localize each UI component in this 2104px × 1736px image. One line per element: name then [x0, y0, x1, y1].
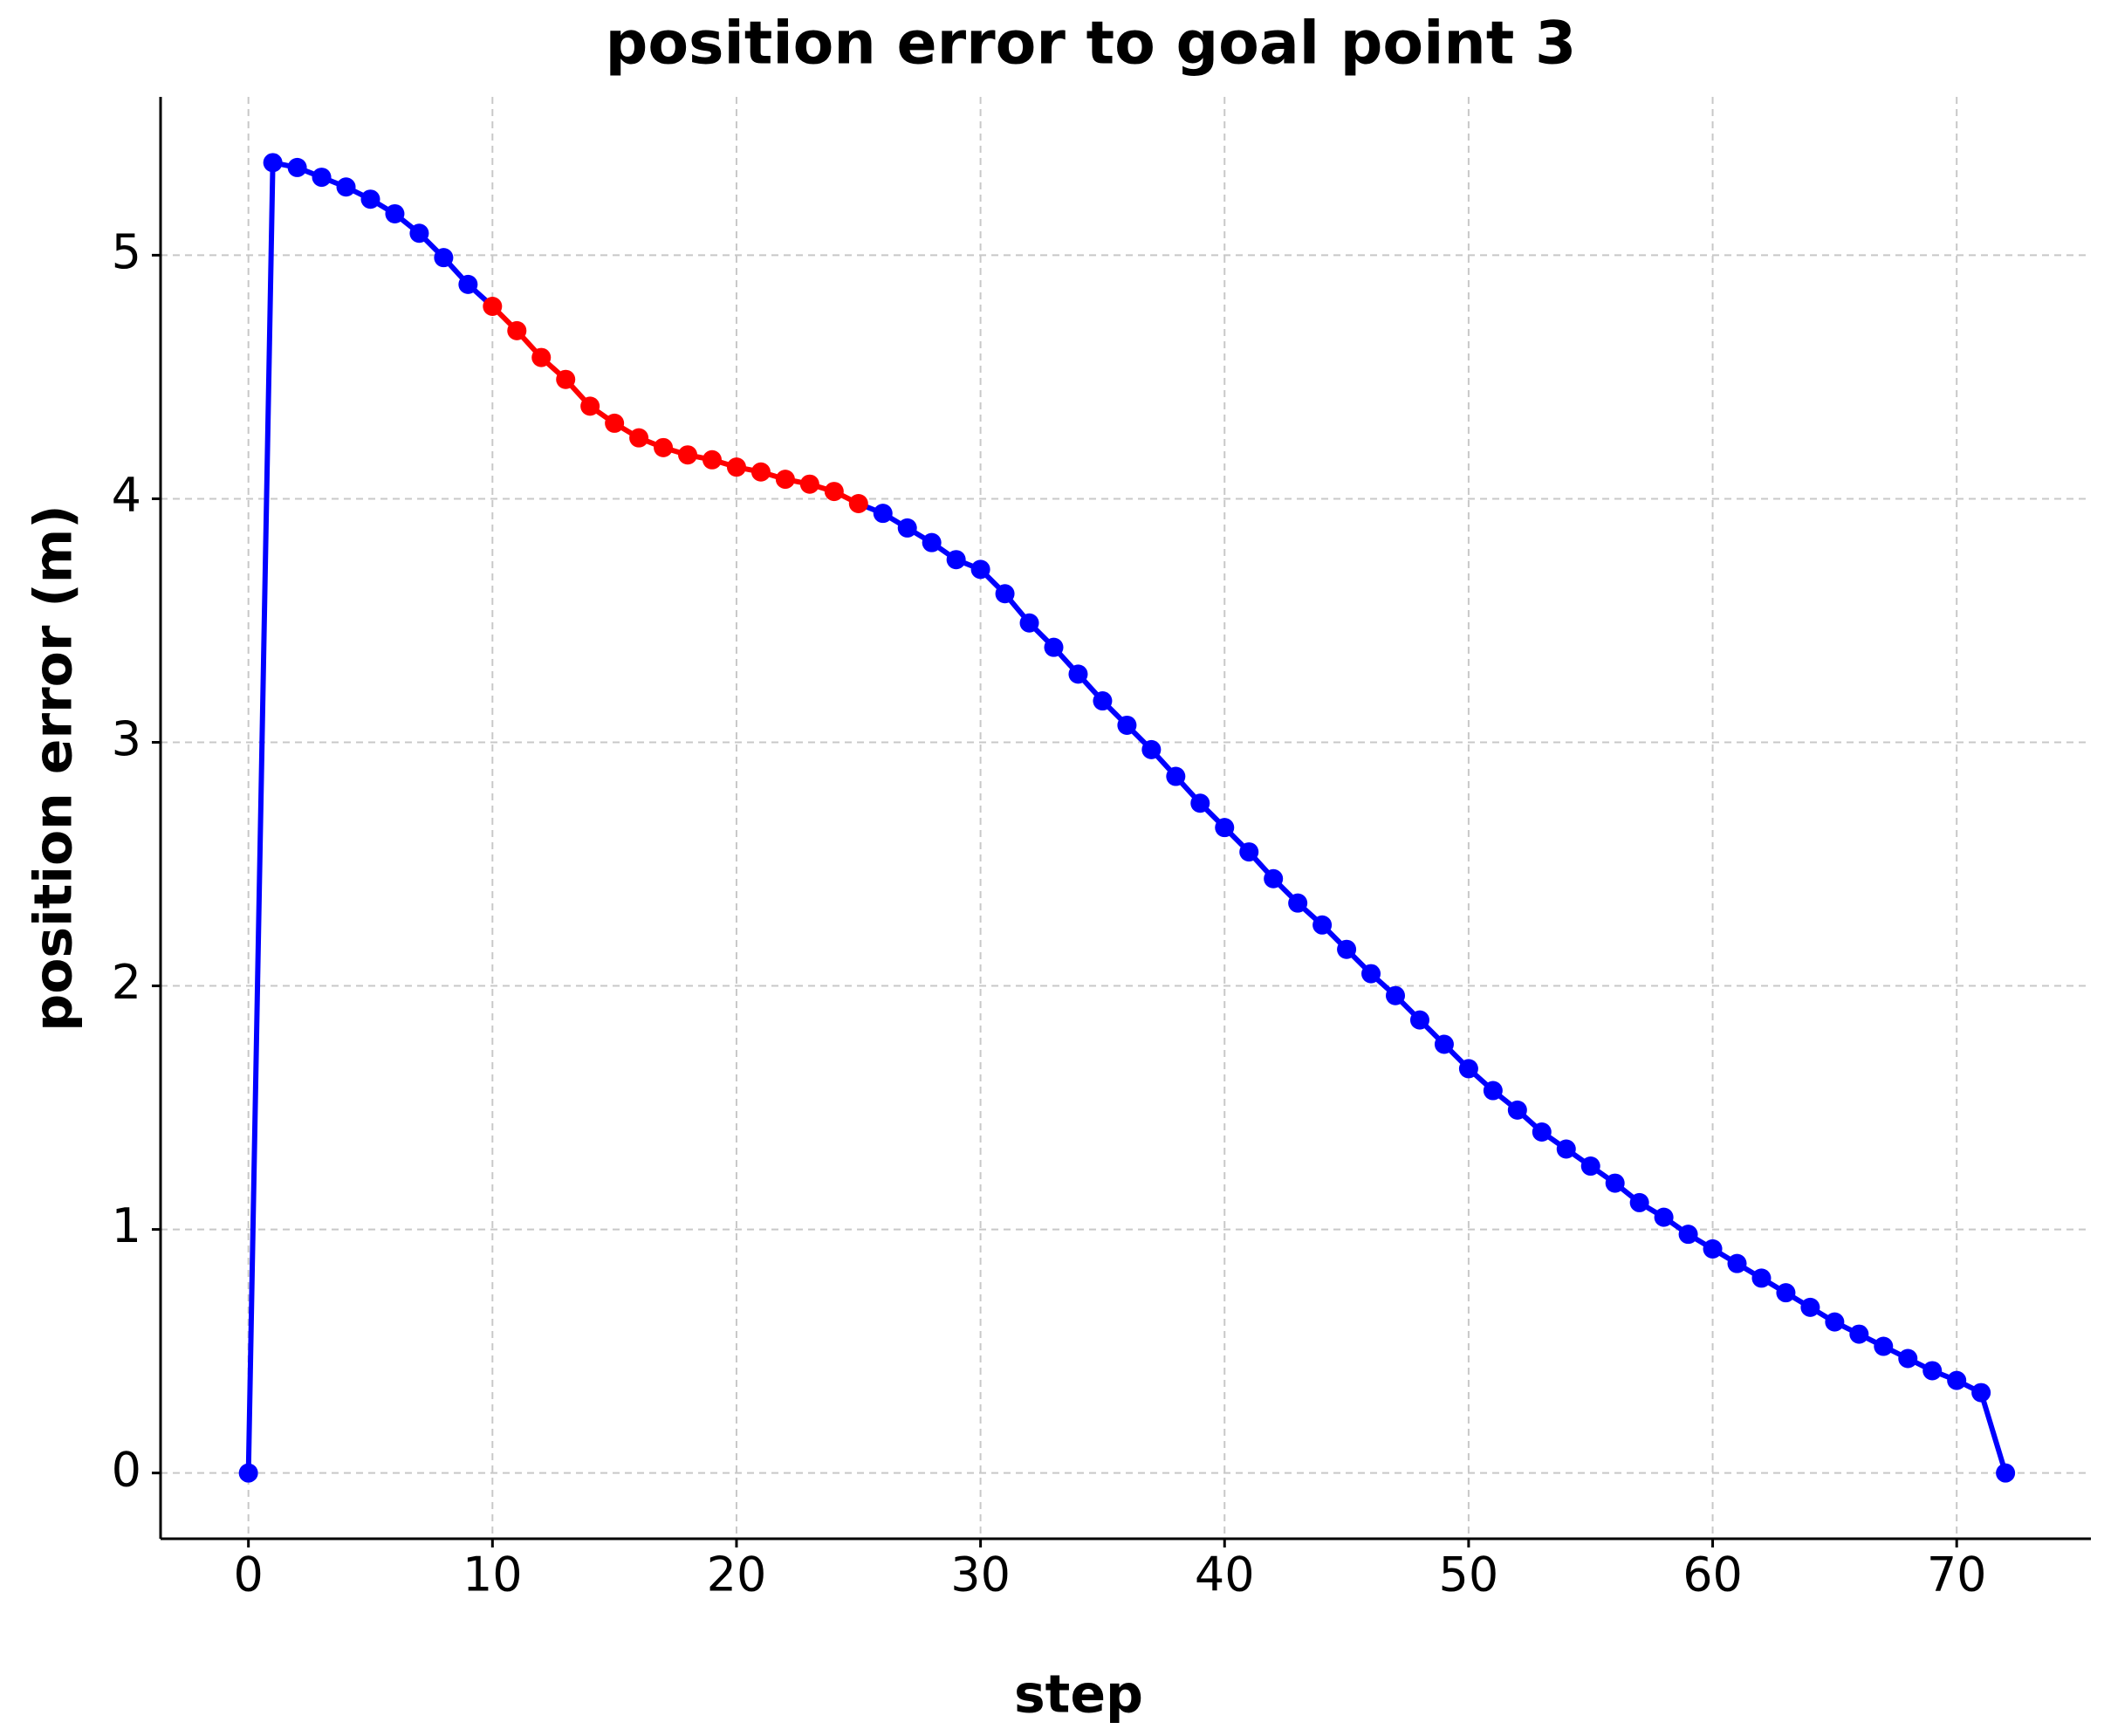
point	[1141, 739, 1162, 759]
point	[605, 413, 625, 433]
point	[1386, 985, 1406, 1005]
point	[1629, 1192, 1649, 1212]
point	[385, 203, 405, 223]
point	[799, 474, 819, 494]
point	[483, 296, 503, 316]
point	[654, 437, 674, 457]
point	[1947, 1370, 1967, 1390]
point	[1190, 793, 1210, 813]
point	[336, 177, 356, 197]
point	[1532, 1122, 1552, 1142]
point	[1068, 664, 1088, 684]
point	[1337, 939, 1357, 959]
point	[1117, 715, 1137, 735]
point	[1044, 637, 1064, 657]
point	[312, 168, 332, 188]
point	[629, 428, 649, 448]
x-tick-label: 0	[233, 1547, 263, 1602]
point	[1312, 915, 1333, 935]
series-line	[490, 304, 860, 506]
point	[995, 584, 1015, 604]
point	[1678, 1225, 1698, 1245]
point	[238, 1463, 258, 1483]
point	[1751, 1268, 1772, 1288]
point	[1409, 1010, 1429, 1030]
x-axis-label: step	[1014, 1664, 1143, 1726]
point	[1580, 1156, 1600, 1177]
point	[458, 274, 478, 294]
x-tick-label: 20	[707, 1547, 767, 1602]
point	[1800, 1297, 1820, 1317]
chart-title: position error to goal point 3	[606, 10, 1577, 79]
point	[1605, 1173, 1625, 1193]
series-line	[245, 160, 2008, 1474]
point	[263, 153, 283, 173]
y-tick-label: 5	[112, 224, 141, 279]
point	[1434, 1034, 1454, 1054]
point	[556, 369, 576, 389]
point	[1922, 1361, 1943, 1381]
point	[970, 559, 990, 580]
point	[702, 449, 722, 470]
point	[873, 504, 893, 524]
point	[1898, 1348, 1918, 1369]
point	[1776, 1283, 1796, 1303]
point	[580, 396, 600, 416]
point	[507, 320, 527, 340]
point	[1825, 1312, 1845, 1332]
point	[1093, 691, 1113, 711]
y-tick-label: 4	[112, 468, 141, 523]
point	[1166, 766, 1186, 786]
point	[946, 550, 966, 570]
point	[726, 457, 746, 477]
point	[1996, 1463, 2016, 1483]
point	[409, 223, 429, 244]
point	[1019, 613, 1039, 633]
x-tick-label: 50	[1439, 1547, 1499, 1602]
point	[1556, 1139, 1576, 1159]
point	[678, 445, 698, 465]
point	[1483, 1081, 1503, 1101]
point	[824, 482, 844, 502]
point	[1288, 893, 1308, 913]
point	[360, 189, 380, 209]
x-tick-label: 60	[1683, 1547, 1743, 1602]
point	[897, 518, 917, 538]
point	[1727, 1253, 1747, 1273]
point	[1874, 1336, 1894, 1356]
point	[775, 470, 795, 490]
point	[848, 494, 868, 514]
point	[1971, 1383, 1991, 1403]
x-tick-label: 40	[1195, 1547, 1255, 1602]
x-tick-label: 30	[950, 1547, 1011, 1602]
x-tick-label: 70	[1927, 1547, 1987, 1602]
point	[1703, 1239, 1723, 1259]
y-tick-label: 0	[112, 1442, 141, 1497]
point	[1507, 1100, 1527, 1120]
point	[1239, 842, 1259, 862]
point	[531, 347, 552, 367]
point	[1215, 818, 1235, 838]
point	[1264, 868, 1284, 889]
point	[1654, 1207, 1674, 1227]
y-axis-label: position error (m)	[24, 504, 85, 1031]
y-tick-label: 3	[112, 711, 141, 766]
point	[922, 532, 942, 552]
y-tick-label: 2	[112, 955, 141, 1010]
x-tick-label: 10	[463, 1547, 523, 1602]
point	[1361, 964, 1381, 984]
point	[1849, 1324, 1869, 1344]
y-tick-label: 1	[112, 1198, 141, 1253]
point	[434, 248, 454, 268]
point	[750, 462, 771, 482]
point	[287, 157, 307, 177]
point	[1458, 1059, 1478, 1079]
